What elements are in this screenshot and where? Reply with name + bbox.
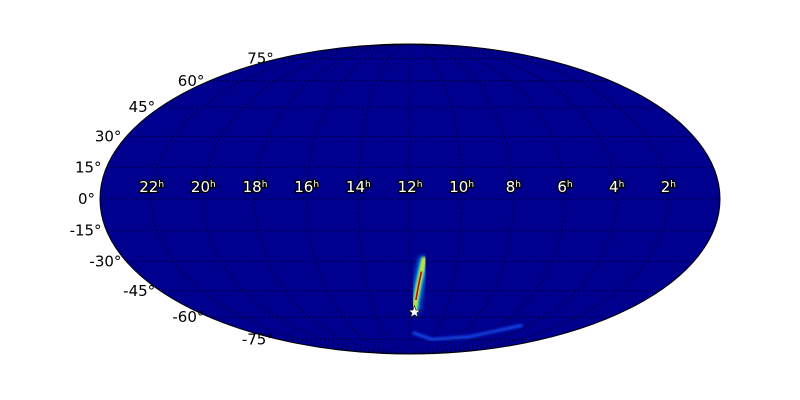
ra-tick-label: 18h: [243, 178, 268, 196]
ra-tick-label: 16h: [294, 178, 319, 196]
star-marker-icon: [407, 304, 422, 319]
dec-tick-label: 45°: [129, 98, 156, 116]
dec-tick-label: -60°: [172, 308, 204, 326]
sky-boundary: [99, 43, 721, 355]
ra-tick-label: 4h: [609, 178, 624, 196]
dec-tick-label: -75°: [242, 330, 274, 348]
ra-tick-label: 22h: [139, 178, 164, 196]
ra-tick-label: 10h: [449, 178, 474, 196]
dec-tick-label: 0°: [78, 190, 95, 208]
meridian-line: [202, 44, 411, 354]
dec-tick-label: 30°: [95, 127, 122, 145]
dec-tick-label: 60°: [178, 72, 205, 90]
ra-tick-label: 20h: [191, 178, 216, 196]
sky-background: [100, 44, 720, 354]
probability-arc-peak: [415, 271, 423, 301]
dec-tick-label: 15°: [75, 158, 102, 176]
ra-tick-label: 6h: [557, 178, 572, 196]
ra-tick-label: 14h: [346, 178, 371, 196]
ra-tick-label: 2h: [661, 178, 676, 196]
probability-heatmap: [409, 256, 523, 345]
meridian-line: [151, 44, 411, 354]
faint-probability-arc: [412, 323, 523, 341]
dec-tick-label: -45°: [123, 282, 155, 300]
dec-tick-label: 75°: [247, 50, 274, 68]
dec-tick-label: -30°: [89, 253, 121, 271]
ra-tick-label: 12h: [398, 178, 423, 196]
ra-tick-label: 8h: [506, 178, 521, 196]
dec-tick-label: -15°: [70, 222, 102, 240]
